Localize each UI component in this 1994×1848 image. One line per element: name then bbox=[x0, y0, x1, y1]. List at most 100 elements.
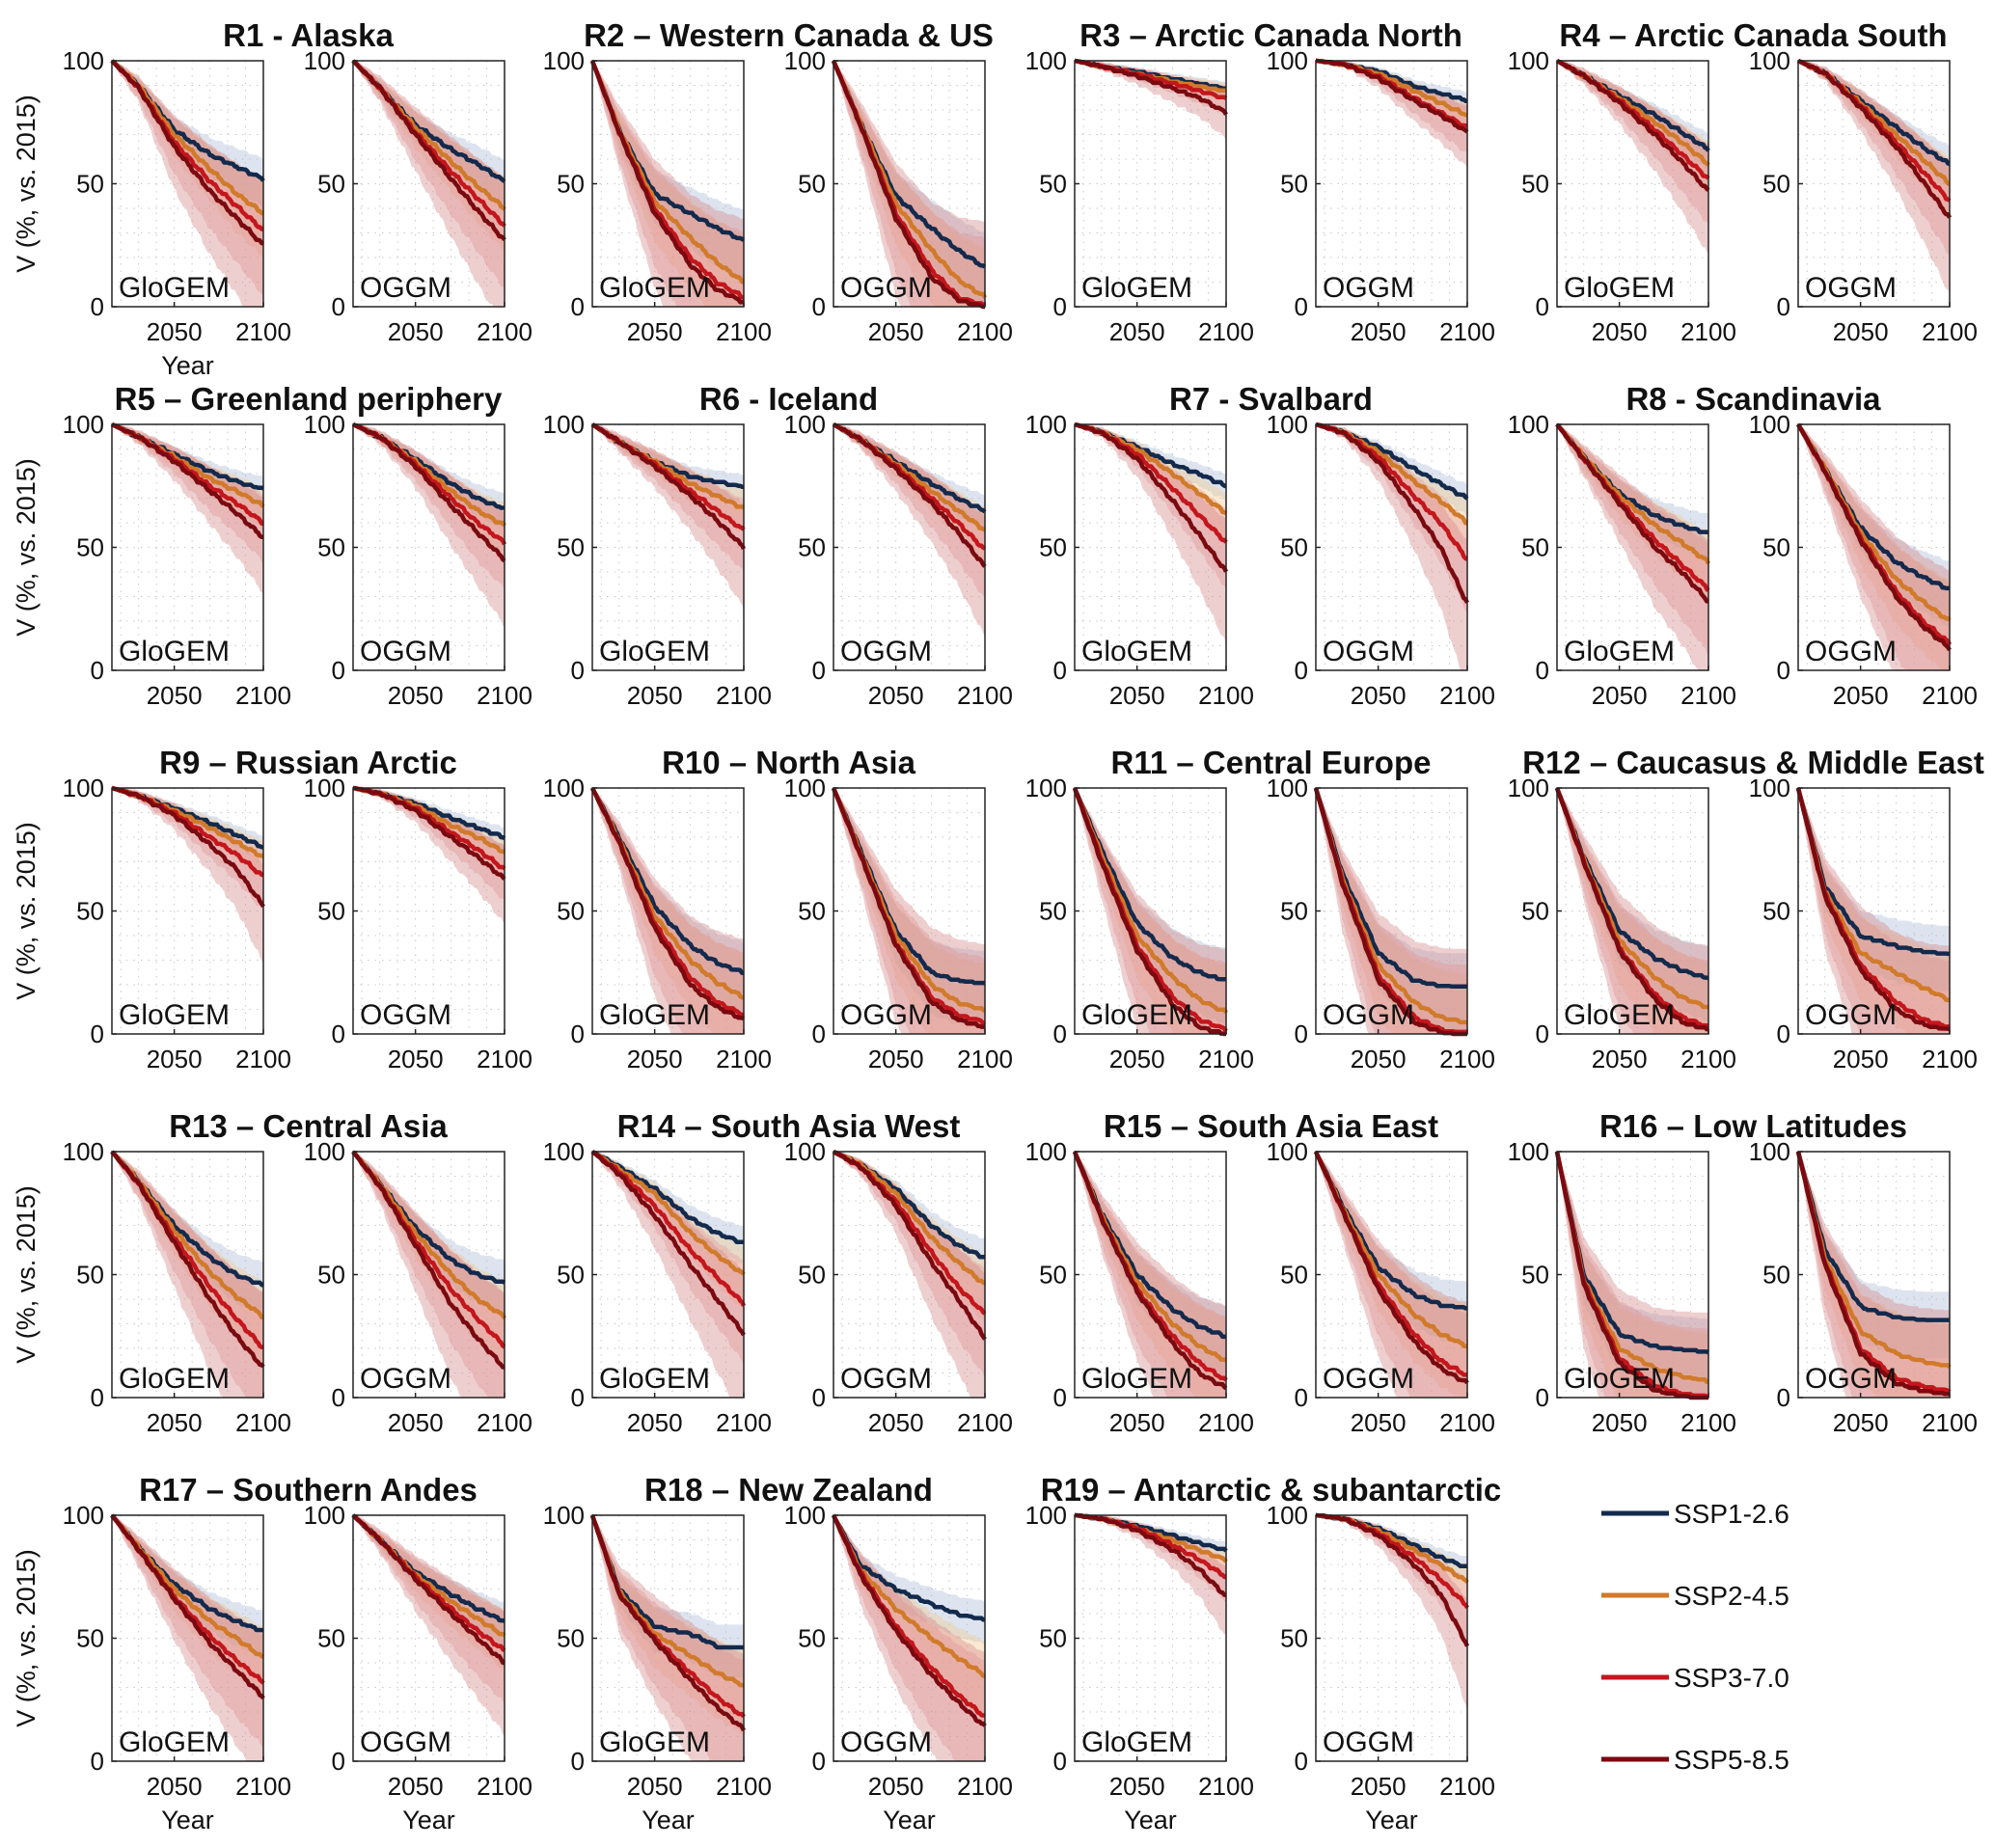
x-tick-label: 2100 bbox=[1680, 1408, 1736, 1437]
panel-oggm: 0 50 100 2050 2100 OGGM bbox=[1749, 774, 1978, 1073]
x-tick-label: 2100 bbox=[957, 317, 1013, 346]
y-tick-label: 50 bbox=[76, 1261, 104, 1290]
model-label: OGGM bbox=[1805, 999, 1897, 1031]
series-line-ssp5-8.5 bbox=[351, 1150, 505, 1370]
y-tick-label: 100 bbox=[1749, 1137, 1790, 1166]
y-tick-label: 50 bbox=[1039, 1261, 1067, 1290]
uncertainty-band-ssp5-8.5 bbox=[833, 61, 985, 307]
plot-area bbox=[353, 424, 505, 670]
series-line-ssp5-8.5 bbox=[1072, 1151, 1228, 1391]
x-tick-label: 2050 bbox=[627, 1408, 683, 1437]
x-tick-label: 2100 bbox=[1922, 681, 1978, 710]
y-tick-label: 100 bbox=[63, 1501, 104, 1530]
x-tick-label: 2100 bbox=[1198, 1408, 1254, 1437]
y-tick-label: 50 bbox=[317, 170, 345, 199]
series-line-ssp5-8.5 bbox=[1797, 58, 1953, 219]
y-tick-label: 0 bbox=[812, 1019, 826, 1048]
panel-oggm: 0 50 100 2050 2100 OGGM bbox=[304, 1137, 533, 1437]
x-tick-label: 2050 bbox=[147, 681, 203, 710]
series-line-ssp5-8.5 bbox=[589, 1514, 747, 1732]
y-tick-label: 100 bbox=[304, 410, 345, 439]
y-tick-label: 0 bbox=[91, 1747, 104, 1776]
model-label: GloGEM bbox=[599, 1726, 710, 1758]
uncertainty-band-ssp1-2.6 bbox=[353, 788, 505, 851]
uncertainty-band-ssp2-4.5 bbox=[1316, 1152, 1467, 1398]
model-label: OGGM bbox=[1805, 636, 1897, 667]
region-title: R13 – Central Asia bbox=[169, 1108, 448, 1144]
uncertainty-band-ssp5-8.5 bbox=[1557, 1152, 1708, 1398]
uncertainty-band-ssp3-7.0 bbox=[112, 424, 263, 562]
uncertainty-band-ssp1-2.6 bbox=[592, 424, 744, 503]
model-label: GloGEM bbox=[1081, 1363, 1192, 1395]
region-title: R14 – South Asia West bbox=[617, 1108, 961, 1144]
x-tick-label: 2050 bbox=[627, 317, 683, 346]
y-tick-label: 0 bbox=[1536, 1383, 1549, 1412]
x-tick-label: 2050 bbox=[868, 317, 924, 346]
x-axis-label: Year bbox=[161, 351, 214, 380]
y-tick-label: 50 bbox=[76, 897, 104, 926]
y-tick-label: 100 bbox=[1025, 774, 1067, 802]
region-title: R17 – Southern Andes bbox=[139, 1472, 478, 1508]
region-title: R11 – Central Europe bbox=[1111, 745, 1432, 780]
x-tick-label: 2100 bbox=[957, 1408, 1013, 1437]
uncertainty-band-ssp3-7.0 bbox=[353, 1515, 505, 1703]
y-tick-label: 100 bbox=[1749, 410, 1790, 439]
model-label: OGGM bbox=[360, 999, 451, 1031]
y-tick-label: 50 bbox=[557, 897, 585, 926]
y-tick-label: 50 bbox=[76, 533, 104, 562]
panel-oggm: 0 50 100 2050 2100 OGGM bbox=[304, 774, 533, 1073]
y-tick-label: 100 bbox=[784, 46, 826, 75]
uncertainty-band-ssp1-2.6 bbox=[592, 61, 744, 281]
uncertainty-band-ssp1-2.6 bbox=[112, 788, 263, 862]
panel-oggm: 0 50 100 2050 2100 OGGM bbox=[784, 774, 1013, 1073]
x-tick-label: 2050 bbox=[147, 1408, 203, 1437]
uncertainty-band-ssp2-4.5 bbox=[112, 424, 263, 531]
region-title: R19 – Antarctic & subantarctic bbox=[1041, 1472, 1501, 1508]
y-tick-label: 50 bbox=[1521, 897, 1549, 926]
region-title: R8 - Scandinavia bbox=[1625, 381, 1881, 417]
x-tick-label: 2050 bbox=[388, 1772, 444, 1801]
y-tick-label: 50 bbox=[76, 170, 104, 199]
plot-area bbox=[1798, 1152, 1950, 1398]
x-tick-label: 2100 bbox=[1198, 681, 1254, 710]
model-label: OGGM bbox=[1323, 636, 1414, 667]
x-tick-label: 2100 bbox=[477, 681, 533, 710]
x-tick-label: 2050 bbox=[1592, 317, 1648, 346]
region-title: R2 – Western Canada & US bbox=[584, 17, 994, 53]
uncertainty-band-ssp1-2.6 bbox=[1316, 424, 1467, 517]
y-tick-label: 100 bbox=[784, 1137, 826, 1166]
uncertainty-band-ssp2-4.5 bbox=[592, 1152, 744, 1311]
panel-oggm: 0 50 100 2050 2100 OGGM Year bbox=[784, 1501, 1013, 1834]
y-tick-label: 0 bbox=[1295, 1383, 1308, 1412]
uncertainty-band-ssp5-8.5 bbox=[112, 1152, 263, 1398]
uncertainty-band-ssp1-2.6 bbox=[1075, 1515, 1226, 1561]
region-title: R16 – Low Latitudes bbox=[1599, 1108, 1907, 1144]
plot-area bbox=[1075, 788, 1226, 1034]
x-tick-label: 2050 bbox=[1109, 1045, 1165, 1073]
x-axis-label: Year bbox=[402, 1806, 455, 1834]
panel-oggm: 0 50 100 2050 2100 OGGM bbox=[1749, 46, 1978, 346]
uncertainty-band-ssp3-7.0 bbox=[833, 1152, 985, 1376]
model-label: OGGM bbox=[1323, 1363, 1414, 1395]
y-tick-label: 100 bbox=[1508, 410, 1549, 439]
y-tick-label: 0 bbox=[1295, 292, 1308, 321]
x-tick-label: 2050 bbox=[1351, 317, 1407, 346]
model-label: GloGEM bbox=[599, 1363, 710, 1395]
model-label: GloGEM bbox=[1081, 1726, 1192, 1758]
y-tick-label: 50 bbox=[798, 170, 826, 199]
series-line-ssp5-8.5 bbox=[832, 1150, 987, 1341]
y-tick-label: 100 bbox=[1025, 46, 1067, 75]
series-line-ssp5-8.5 bbox=[1074, 58, 1228, 116]
uncertainty-band-ssp1-2.6 bbox=[1557, 424, 1708, 557]
y-tick-label: 0 bbox=[91, 1383, 104, 1412]
model-label: OGGM bbox=[840, 1363, 932, 1395]
series-line-ssp5-8.5 bbox=[831, 1514, 987, 1727]
series-line-ssp5-8.5 bbox=[590, 422, 747, 551]
model-label: GloGEM bbox=[119, 636, 230, 667]
uncertainty-band-ssp2-4.5 bbox=[1316, 424, 1467, 553]
